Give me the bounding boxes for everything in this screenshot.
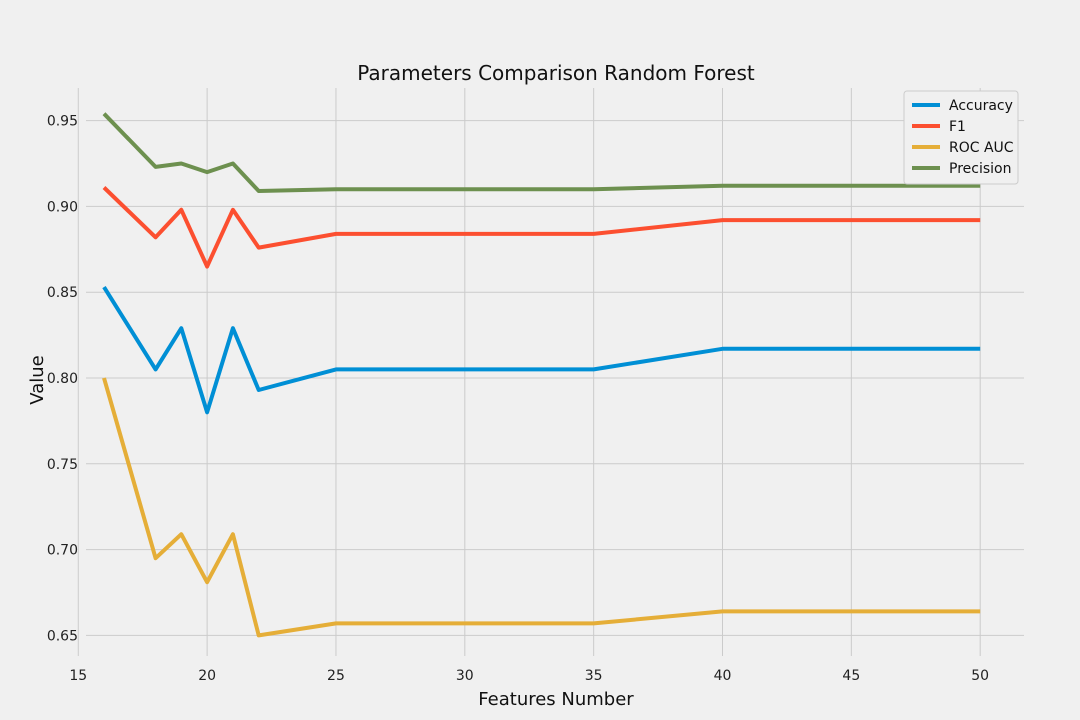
series-line-roc-auc — [102, 377, 981, 638]
legend-label-accuracy: Accuracy — [949, 98, 1013, 114]
y-tick-label: 0.75 — [47, 457, 78, 473]
legend-label-roc-auc: ROC AUC — [949, 140, 1014, 156]
y-tick-label: 0.85 — [47, 285, 78, 301]
series-line-accuracy — [102, 286, 981, 415]
series-line-f1 — [102, 186, 981, 269]
x-axis-label: Features Number — [478, 689, 634, 710]
legend-label-precision: Precision — [949, 161, 1011, 177]
x-tick-label: 25 — [327, 668, 345, 684]
legend-box — [903, 90, 1019, 185]
x-tick-label: 15 — [69, 668, 87, 684]
series-lines — [102, 112, 981, 638]
legend-label-f1: F1 — [949, 119, 966, 135]
x-tick-label: 30 — [456, 668, 474, 684]
y-tick-label: 0.90 — [47, 199, 78, 215]
series-line-precision — [102, 112, 981, 193]
x-tick-label: 45 — [842, 668, 860, 684]
y-tick-label: 0.95 — [47, 114, 78, 130]
y-tick-label: 0.70 — [47, 543, 78, 559]
x-tick-label: 20 — [198, 668, 216, 684]
x-tick-label: 50 — [971, 668, 989, 684]
y-tick-label: 0.65 — [47, 628, 78, 644]
legend: Accuracy F1 ROC AUC Precision — [903, 90, 1019, 185]
chart-title: Parameters Comparison Random Forest — [357, 61, 755, 85]
tick-labels: 15 20 25 30 35 40 45 50 0.65 0.70 0.75 0.80 0.85 0.90… — [47, 114, 989, 684]
y-tick-label: 0.80 — [47, 371, 78, 387]
x-tick-label: 40 — [714, 668, 732, 684]
y-axis-label: Value — [27, 355, 48, 404]
x-tick-label: 35 — [585, 668, 603, 684]
